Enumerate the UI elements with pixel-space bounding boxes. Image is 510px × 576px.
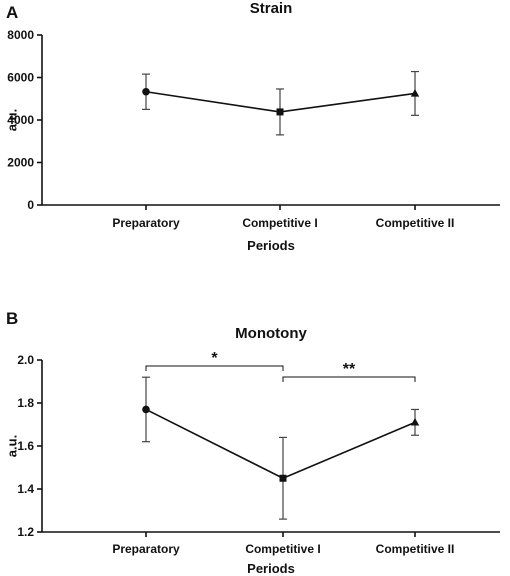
- x-tick-label: Competitive II: [376, 216, 455, 230]
- y-tick-label: 0: [27, 198, 34, 212]
- x-tick-label: Preparatory: [112, 216, 180, 230]
- x-axis-label: Periods: [247, 238, 295, 253]
- x-tick-label: Competitive I: [242, 216, 317, 230]
- y-axis-label: a.u.: [5, 435, 20, 457]
- y-tick-label: 1.6: [17, 439, 34, 453]
- x-axis-label: Periods: [247, 561, 295, 576]
- data-point-circle: [142, 87, 150, 96]
- significance-bracket: [145, 365, 284, 371]
- y-tick-label: 6000: [7, 71, 34, 85]
- chart-title: Strain: [250, 0, 293, 17]
- data-point-triangle: [410, 417, 420, 426]
- y-tick-label: 1.4: [17, 482, 34, 496]
- data-point-triangle: [410, 88, 420, 97]
- y-axis-label: a.u.: [5, 109, 20, 131]
- data-point-square: [279, 474, 287, 482]
- y-tick-label: 1.2: [17, 525, 34, 539]
- significance-bracket: [282, 376, 416, 382]
- chart-title: Monotony: [235, 325, 307, 342]
- chart-panel-a: A Strain 0 2000 4000 6000 8000 Preparatory Compe…: [5, 0, 500, 253]
- chart-panel-b: B Monotony 1.2 1.4 1.6 1.8 2.0 Preparatory Compe…: [5, 309, 500, 576]
- data-point-circle: [142, 405, 150, 414]
- x-tick-label: Preparatory: [112, 542, 180, 556]
- y-tick-label: 2000: [7, 156, 34, 170]
- panel-letter: A: [6, 3, 18, 22]
- y-tick-label: 8000: [7, 28, 34, 42]
- significance-label: *: [211, 350, 218, 367]
- panel-letter: B: [6, 309, 18, 328]
- y-tick-label: 1.8: [17, 396, 34, 410]
- y-tick-label: 2.0: [17, 353, 34, 367]
- data-point-square: [276, 108, 284, 116]
- x-tick-label: Competitive I: [245, 542, 320, 556]
- significance-label: **: [343, 361, 356, 378]
- y-tick-label: 4000: [7, 113, 34, 127]
- x-tick-label: Competitive II: [376, 542, 455, 556]
- series-line: [145, 408, 416, 480]
